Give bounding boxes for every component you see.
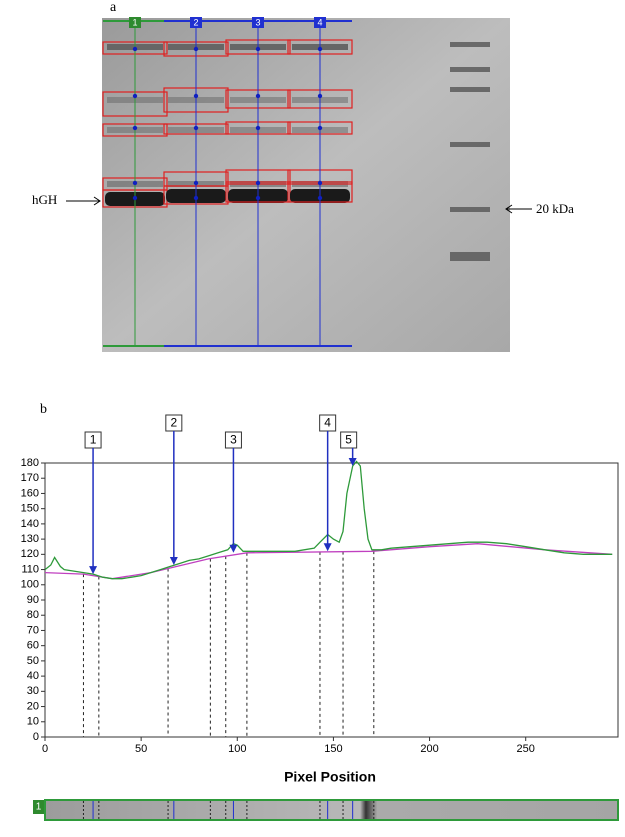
y-tick-label: 130: [21, 533, 39, 545]
panel-label: a: [110, 0, 117, 15]
band-dot: [132, 180, 138, 186]
lane-label-box: [314, 17, 326, 28]
band-dot: [132, 93, 138, 99]
lane-label-box: [252, 17, 264, 28]
peak-label: 1: [90, 433, 97, 447]
lane-strip: [44, 799, 619, 821]
ladder-band: [450, 252, 490, 261]
intensity-line: [44, 460, 613, 580]
band-dot: [317, 125, 323, 131]
y-tick-label: 120: [21, 548, 39, 560]
lane-label: 1: [132, 17, 137, 27]
band-dot: [193, 93, 199, 99]
peak-label: 5: [345, 433, 352, 447]
kda-label: 20 kDa: [536, 201, 574, 216]
x-tick-label: 200: [420, 743, 438, 755]
lane-label: 2: [193, 17, 198, 27]
x-tick-label: 150: [324, 743, 342, 755]
strip-label-box: [33, 800, 44, 814]
y-tick-label: 150: [21, 503, 39, 515]
band-dot: [132, 46, 138, 52]
peak-label: 3: [230, 433, 237, 447]
y-tick-label: 160: [21, 487, 39, 499]
x-tick-label: 250: [517, 743, 535, 755]
band-dot: [132, 195, 138, 201]
ladder-band: [450, 142, 490, 147]
band-dot: [317, 180, 323, 186]
band-dot: [193, 125, 199, 131]
ladder-band: [450, 87, 490, 92]
peak-label: 4: [324, 416, 331, 430]
y-tick-label: 50: [27, 655, 39, 667]
ladder-band: [450, 42, 490, 47]
y-tick-label: 170: [21, 472, 39, 484]
band-dot: [193, 195, 199, 201]
hgh-label: hGH: [32, 192, 57, 207]
gel-annotations: 1 2 3 4: [102, 17, 490, 347]
band-dot: [317, 195, 323, 201]
peak-arrow-head: [229, 544, 238, 553]
peak-arrow-head: [323, 543, 332, 552]
panel-label: b: [40, 402, 47, 417]
y-tick-label: 0: [33, 731, 39, 743]
band-dot: [193, 180, 199, 186]
band-dot: [132, 125, 138, 131]
peak-label: 2: [170, 416, 177, 430]
band-dot: [317, 46, 323, 52]
band-dot: [255, 180, 261, 186]
x-tick-label: 50: [135, 743, 147, 755]
y-tick-label: 140: [21, 518, 39, 530]
ladder-band: [450, 67, 490, 72]
y-tick-label: 180: [21, 457, 39, 469]
peak-arrow-head: [169, 556, 178, 565]
band-dot: [255, 125, 261, 131]
y-tick-label: 30: [27, 685, 39, 697]
y-tick-label: 70: [27, 624, 39, 636]
y-tick-label: 80: [27, 609, 39, 621]
lane-label: 3: [255, 17, 260, 27]
arrow-head: [505, 204, 513, 214]
lane-label: 4: [317, 17, 322, 27]
peak-label-box: [340, 431, 358, 449]
y-tick-label: 60: [27, 640, 39, 652]
band-dot: [255, 93, 261, 99]
ladder-band: [450, 207, 490, 212]
arrow-head: [93, 196, 101, 206]
peak-arrow-head: [348, 458, 357, 467]
x-tick-label: 100: [228, 743, 246, 755]
band-dot: [255, 46, 261, 52]
y-tick-label: 10: [27, 716, 39, 728]
y-tick-label: 40: [27, 670, 39, 682]
plot-frame: [44, 462, 619, 738]
x-tick-label: 0: [42, 743, 48, 755]
band-dot: [255, 195, 261, 201]
lane-label-box: [129, 17, 141, 28]
strip-label: 1: [36, 802, 42, 813]
plot: 0102030405060708090100110120130140150160…: [21, 414, 613, 819]
band-dot: [193, 46, 199, 52]
y-tick-label: 90: [27, 594, 39, 606]
y-tick-label: 100: [21, 579, 39, 591]
y-tick-label: 110: [21, 563, 39, 575]
lane-label-box: [190, 17, 202, 28]
peak-arrow-head: [89, 566, 98, 575]
band-dot: [317, 93, 323, 99]
y-tick-label: 20: [27, 700, 39, 712]
x-axis-title: Pixel Position: [284, 769, 376, 785]
